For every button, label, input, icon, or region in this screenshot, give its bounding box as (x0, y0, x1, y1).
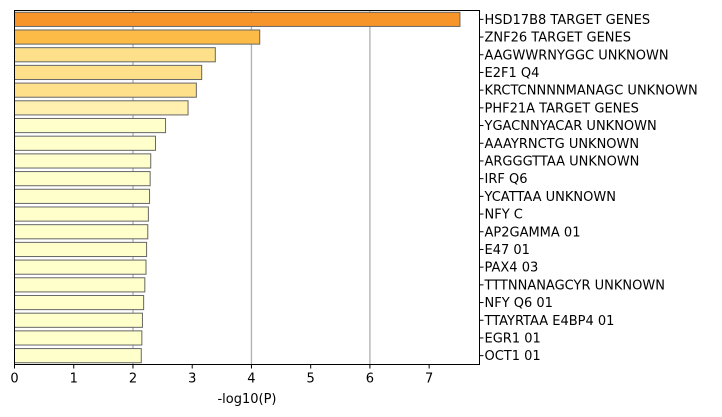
bar (14, 206, 149, 222)
category-label: E47 01 (485, 243, 530, 258)
bar (14, 64, 203, 81)
x-tick-label: 6 (366, 372, 374, 387)
bar (14, 100, 189, 116)
bar (14, 312, 143, 328)
category-label: IRF Q6 (485, 172, 528, 187)
category-label: PAX4 03 (485, 261, 539, 276)
bar (14, 224, 149, 240)
bar (14, 259, 147, 275)
category-label: AAAYRNCTG UNKNOWN (485, 137, 640, 152)
category-label: ARGGGTTAA UNKNOWN (485, 154, 640, 169)
bar (14, 29, 261, 45)
bar (14, 330, 143, 346)
category-label: YCATTAA UNKNOWN (484, 190, 616, 205)
category-label: NFY Q6 01 (485, 296, 553, 311)
category-labels: HSD17B8 TARGET GENES ZNF26 TARGET GENES AA… (479, 13, 698, 364)
category-label: AP2GAMMA 01 (485, 225, 581, 240)
category-label: PHF21A TARGET GENES (485, 101, 639, 116)
bar (14, 348, 142, 364)
x-tick-label: 4 (247, 372, 255, 387)
x-tick-label: 1 (70, 372, 78, 387)
category-label: EGR1 01 (485, 331, 541, 346)
plot-frame (14, 10, 480, 365)
grid-lines (132, 10, 371, 365)
x-axis-title: -log10(P) (217, 392, 276, 407)
category-label: AAGWWRNYGGC UNKNOWN (485, 48, 669, 63)
category-label: TTAYRTAA E4BP4 01 (484, 314, 615, 329)
x-axis-ticks: 0 1 2 3 4 5 6 7 (10, 364, 433, 387)
category-label: TTTNNANAGCYR UNKNOWN (484, 278, 665, 293)
x-tick-label: 0 (10, 372, 18, 387)
bar (14, 153, 152, 169)
x-tick-label: 7 (425, 372, 433, 387)
bar (14, 188, 151, 204)
category-label: NFY C (485, 208, 523, 223)
category-label: E2F1 Q4 (485, 66, 540, 81)
bar (14, 277, 146, 293)
bar (14, 117, 167, 134)
bar (14, 11, 461, 27)
bar (14, 171, 151, 187)
category-label: YGACNNYACAR UNKNOWN (484, 119, 657, 134)
x-tick-label: 2 (129, 372, 137, 387)
bar (14, 294, 145, 311)
bar (14, 47, 216, 63)
category-label: ZNF26 TARGET GENES (485, 31, 631, 46)
category-label: HSD17B8 TARGET GENES (485, 13, 651, 28)
bar (14, 241, 148, 258)
x-tick-label: 3 (188, 372, 196, 387)
bar (14, 135, 156, 151)
category-label: KRCTCNNNNMANAGC UNKNOWN (485, 84, 698, 99)
bars (14, 11, 461, 364)
x-tick-label: 5 (307, 372, 315, 387)
category-label: OCT1 01 (485, 349, 541, 364)
bar (14, 82, 197, 98)
